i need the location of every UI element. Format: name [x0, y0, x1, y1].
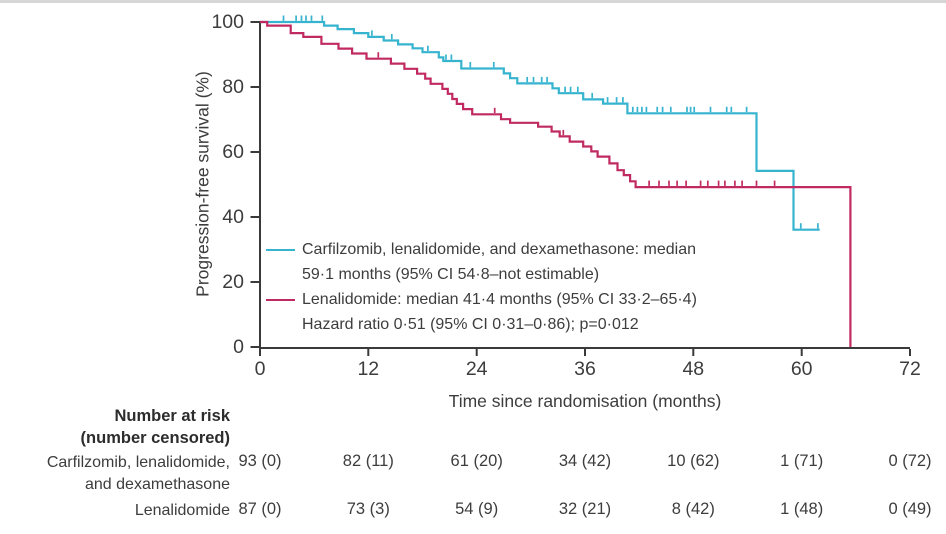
legend-line: 59·1 months (95% CI 54·8–not estimable) [302, 266, 600, 283]
x-tick-label: 0 [254, 358, 266, 380]
km-curve-0 [260, 20, 820, 231]
legend-entry-lenalidomide: Lenalidomide: median 41·4 months (95% CI… [266, 287, 697, 337]
legend-line: Lenalidomide: median 41·4 months (95% CI… [302, 291, 697, 308]
risk-value: 0 (72) [888, 452, 932, 470]
x-tick-label: 12 [357, 358, 380, 380]
x-tick-label: 24 [465, 358, 488, 380]
y-tick-label: 80 [222, 76, 244, 98]
legend: Carfilzomib, lenalidomide, and dexametha… [266, 237, 697, 337]
x-tick-label: 60 [790, 358, 813, 380]
y-tick-label: 0 [233, 336, 244, 358]
risk-value: 34 (42) [558, 452, 612, 470]
risk-row-label-line: and dexamethasone [85, 476, 230, 493]
legend-swatch-krd [266, 249, 295, 251]
figure-top-edge [0, 0, 946, 3]
risk-value: 54 (9) [455, 500, 499, 518]
y-tick-label: 60 [222, 141, 244, 163]
risk-value: 1 (48) [780, 500, 824, 518]
y-tick-label: 20 [222, 271, 244, 293]
risk-value: 61 (20) [450, 452, 503, 470]
risk-table-header: Number at risk (number censored) [0, 405, 230, 449]
risk-header-line: (number censored) [80, 429, 230, 447]
risk-header-line: Number at risk [114, 407, 230, 425]
x-tick-label: 36 [574, 358, 596, 380]
x-tick-label: 72 [899, 358, 921, 380]
y-tick-label: 40 [222, 206, 244, 228]
legend-swatch-lenalidomide [266, 299, 295, 301]
y-axis-label: Progression-free survival (%) [192, 71, 213, 297]
x-axis-label: Time since randomisation (months) [448, 391, 722, 411]
risk-row-label-lenalidomide: Lenalidomide [0, 500, 230, 522]
legend-entry-krd: Carfilzomib, lenalidomide, and dexametha… [266, 237, 697, 287]
x-tick-label: 48 [682, 358, 705, 380]
legend-line: Carfilzomib, lenalidomide, and dexametha… [302, 241, 696, 258]
risk-value: 0 (49) [888, 500, 932, 518]
risk-value: 1 (71) [780, 452, 824, 470]
risk-value: 32 (21) [558, 500, 612, 518]
risk-value: 10 (62) [667, 452, 720, 470]
risk-value: 8 (42) [671, 500, 715, 518]
risk-value: 87 (0) [238, 500, 282, 518]
legend-line: Hazard ratio 0·51 (95% CI 0·31–0·86); p=… [302, 316, 639, 333]
risk-value: 73 (3) [346, 500, 390, 518]
risk-row-label-line: Carfilzomib, lenalidomide, [46, 454, 230, 471]
risk-row-label-line: Lenalidomide [134, 502, 230, 519]
risk-row-label-krd: Carfilzomib, lenalidomide, and dexametha… [0, 452, 230, 496]
y-tick-label: 100 [211, 11, 244, 33]
risk-value: 82 (11) [342, 452, 394, 470]
risk-value: 93 (0) [238, 452, 282, 470]
